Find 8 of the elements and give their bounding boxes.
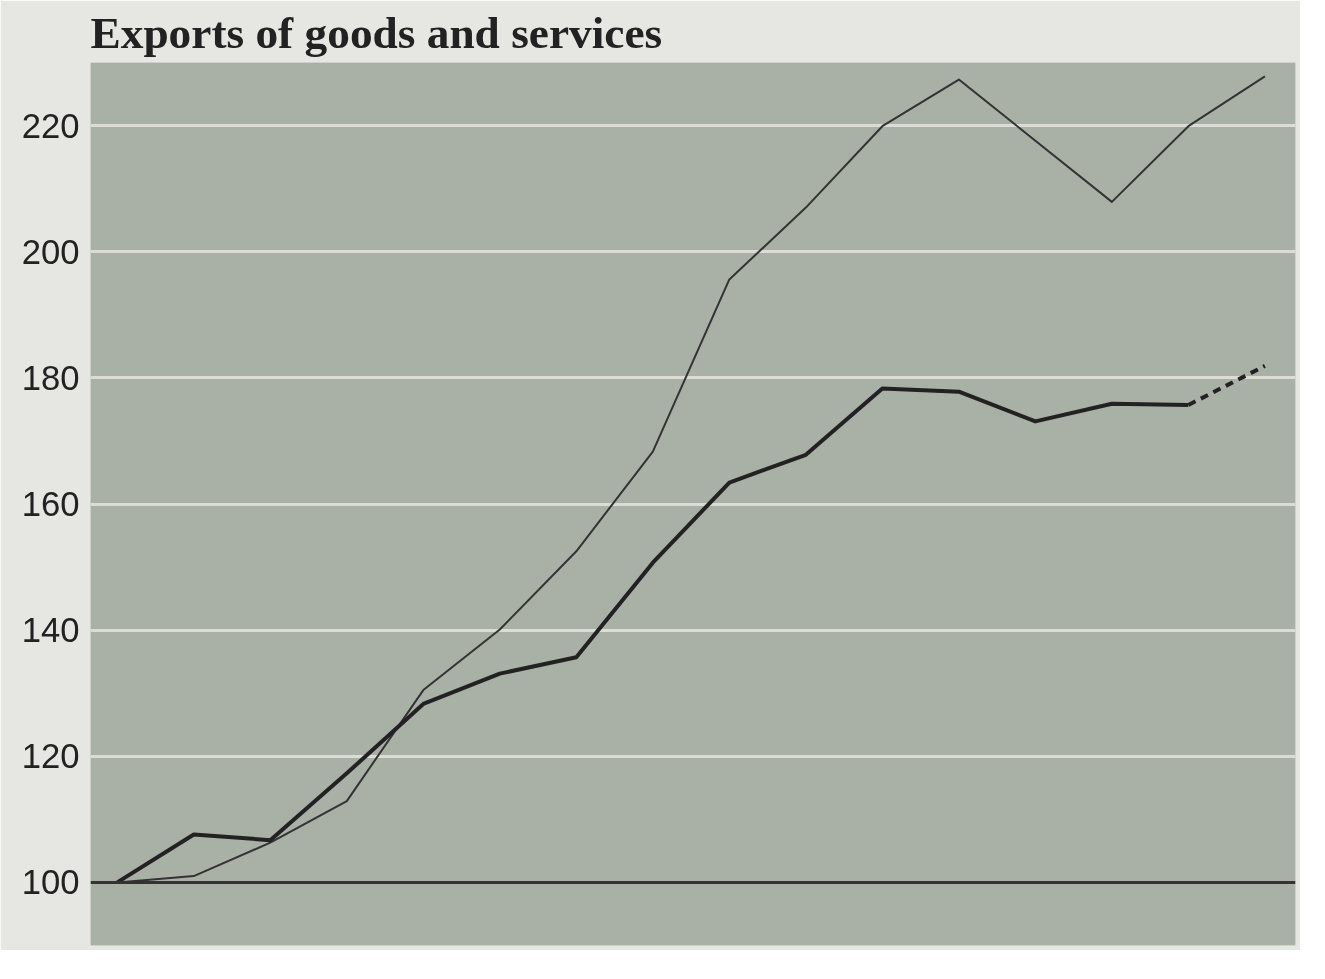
y-tick-label: 220 — [21, 106, 80, 145]
y-tick-label: 200 — [21, 232, 80, 271]
y-tick-label: 100 — [21, 863, 80, 902]
y-tick-label: 180 — [21, 358, 80, 397]
y-tick-label: 140 — [21, 611, 80, 650]
y-tick-label: 160 — [21, 485, 80, 523]
chart-title: Exports of goods and services — [90, 7, 663, 58]
y-tick-label: 120 — [21, 737, 80, 776]
